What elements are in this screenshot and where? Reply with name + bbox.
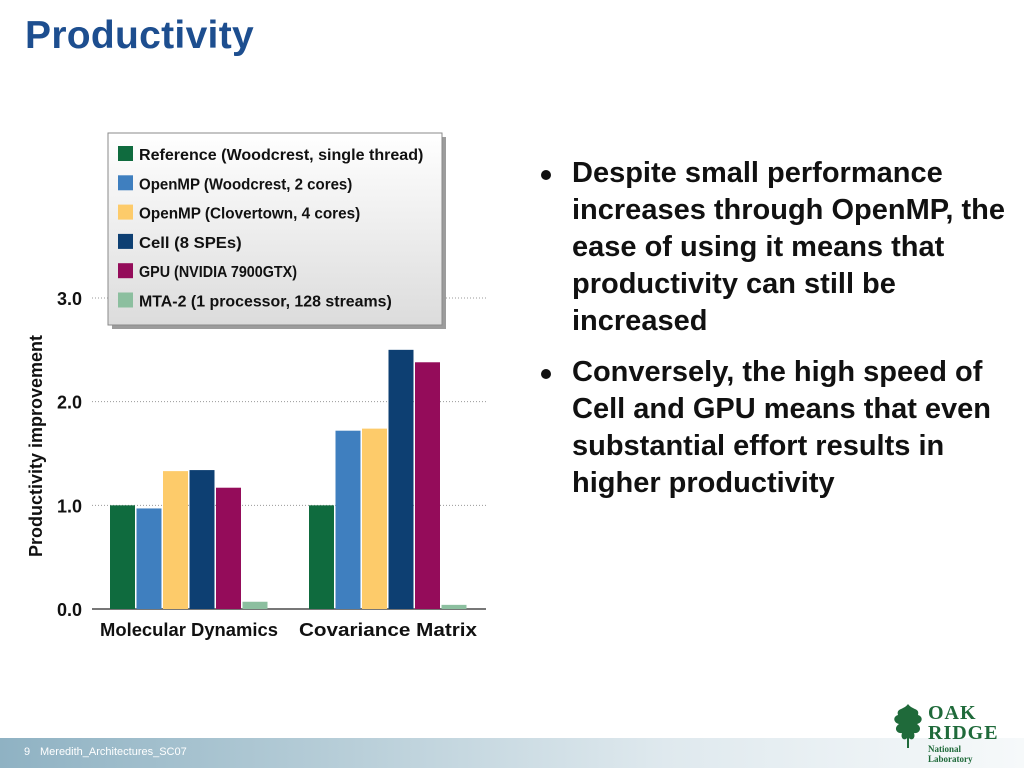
- y-tick-label: 1.0: [57, 496, 82, 516]
- bullet-text: Conversely, the high speed of Cell and G…: [572, 356, 992, 499]
- bar-chart: 0.0 1.0 2.0 3.0 Productivity improvement Mole…: [26, 132, 486, 640]
- bar: [335, 430, 361, 609]
- bar: [415, 362, 440, 609]
- legend-box: [107, 132, 443, 326]
- legend-entry: Reference (Woodcrest, single thread): [139, 147, 423, 164]
- footer-bar: [0, 738, 1024, 768]
- slide-title: Productivity: [25, 14, 254, 57]
- bar: [136, 508, 162, 609]
- bar: [388, 349, 414, 609]
- legend-swatch: [118, 146, 133, 161]
- legend-swatch: [118, 175, 133, 191]
- oak-leaf-icon: [894, 704, 922, 748]
- legend-entry: OpenMP (Clovertown, 4 cores): [139, 206, 360, 223]
- y-tick-label: 0.0: [57, 600, 82, 620]
- bar: [216, 487, 241, 609]
- bar: [441, 604, 467, 609]
- x-tick-label: Covariance Matrix: [299, 620, 477, 640]
- bullet-dot-icon: [541, 170, 551, 180]
- bullet-item: Despite small performance increases thro…: [536, 155, 1006, 340]
- legend-swatch: [118, 204, 133, 220]
- bullet-text: Despite small performance increases thro…: [572, 157, 1005, 337]
- footer-file-name: Meredith_Architectures_SC07: [40, 746, 187, 758]
- x-tick-label: Molecular Dynamics: [100, 620, 278, 640]
- legend-entry: Cell (8 SPEs): [139, 235, 242, 252]
- bar: [242, 601, 268, 609]
- legend-entry: OpenMP (Woodcrest, 2 cores): [139, 176, 352, 193]
- legend-entry: MTA-2 (1 processor, 128 streams): [139, 294, 392, 311]
- logo-text-ridge: RIDGE: [928, 722, 999, 744]
- oak-ridge-logo: OAK RIDGE National Laboratory: [890, 702, 1005, 764]
- bullet-list: Despite small performance increases thro…: [536, 155, 1006, 516]
- y-axis-label: Productivity improvement: [26, 335, 46, 557]
- page-number: 9: [24, 746, 31, 758]
- bullet-dot-icon: [541, 369, 551, 379]
- logo-text-national-laboratory: National Laboratory: [928, 744, 973, 764]
- legend-swatch: [118, 263, 133, 279]
- bar: [189, 470, 215, 609]
- legend-swatch: [118, 292, 133, 308]
- bar: [163, 471, 188, 609]
- legend-swatch: [118, 233, 133, 249]
- bullet-item: Conversely, the high speed of Cell and G…: [536, 354, 1006, 502]
- bar: [362, 428, 387, 609]
- logo-text-oak: OAK: [928, 702, 977, 724]
- bar: [110, 505, 135, 609]
- y-tick-label: 3.0: [57, 289, 82, 309]
- y-tick-label: 2.0: [57, 393, 82, 413]
- legend-entry: GPU (NVIDIA 7900GTX): [139, 264, 297, 281]
- bar: [309, 505, 334, 609]
